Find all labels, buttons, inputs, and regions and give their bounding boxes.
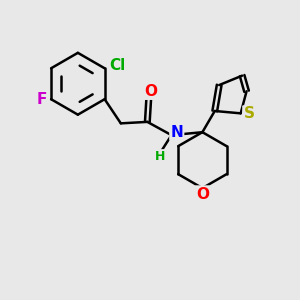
Text: O: O bbox=[196, 187, 209, 202]
Text: H: H bbox=[154, 150, 165, 163]
Text: Cl: Cl bbox=[109, 58, 125, 74]
Text: F: F bbox=[37, 92, 47, 107]
Text: S: S bbox=[243, 106, 254, 122]
Text: O: O bbox=[144, 84, 157, 99]
Text: N: N bbox=[170, 125, 183, 140]
